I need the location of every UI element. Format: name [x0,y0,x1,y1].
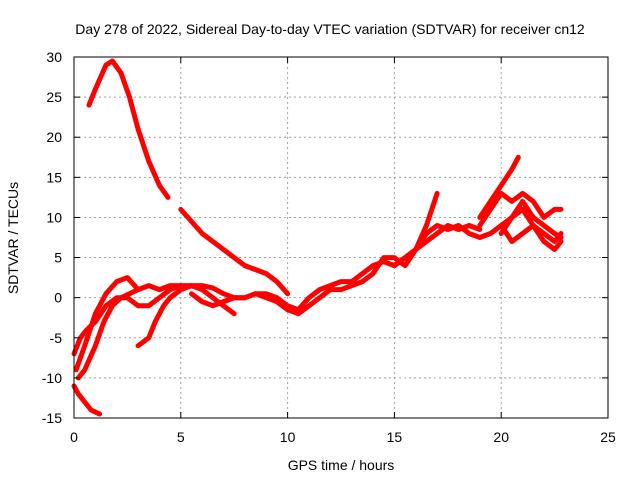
axis-ticks: 0 5 10 15 20 25 30 25 20 15 10 5 0 -5 -10 -15 [42,49,616,445]
series-line-track-4 [73,275,237,373]
x-tick-label: 15 [387,429,403,445]
y-tick-label: -10 [42,370,62,386]
series-line-track-1 [86,58,171,200]
y-tick-label: 0 [54,290,62,306]
x-tick-label: 20 [493,429,509,445]
x-axis-label: GPS time / hours [288,457,395,473]
x-tick-label: 25 [600,429,616,445]
y-tick-label: 20 [46,129,62,145]
chart-title: Day 278 of 2022, Sidereal Day-to-day VTE… [75,21,585,37]
series-line-track-7 [135,283,237,349]
series-line-track-6 [75,287,141,381]
y-tick-label: 25 [46,89,62,105]
y-tick-label: 5 [54,250,62,266]
series-line-track-12 [477,190,564,228]
series-line-track-14 [498,198,564,240]
data-series [71,58,564,417]
series-line-track-3 [71,383,103,417]
series-line-track-2 [178,206,291,297]
y-tick-label: 15 [46,169,62,185]
y-tick-label: -5 [50,330,63,346]
x-tick-label: 5 [177,429,185,445]
plot-frame [73,56,609,419]
y-tick-label: 10 [46,209,62,225]
series-line-track-9 [210,223,483,313]
x-tick-label: 10 [280,429,296,445]
series-line-track-11 [477,154,521,220]
y-tick-label: 30 [46,49,62,65]
y-axis-label: SDTVAR / TECUs [5,182,21,294]
series-line-track-13 [498,223,564,252]
x-tick-label: 0 [70,429,78,445]
grid [74,57,608,418]
y-tick-label: -15 [42,410,62,426]
